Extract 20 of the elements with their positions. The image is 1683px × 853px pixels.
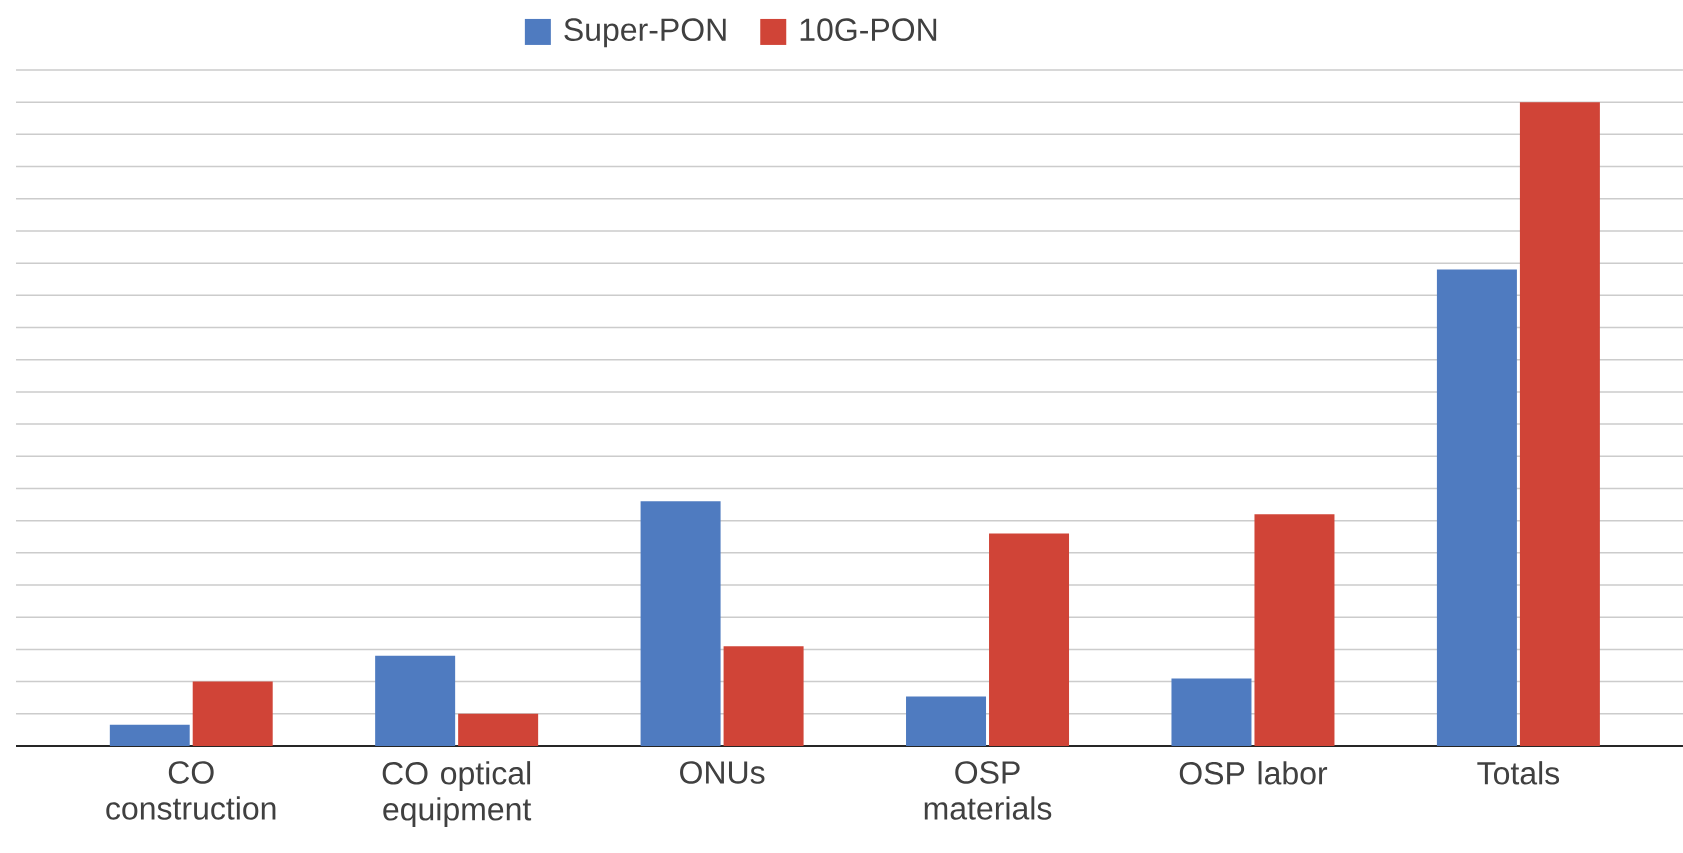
- legend-label: Super-PON: [564, 18, 726, 48]
- x-tick-label: CO construction: [106, 761, 276, 820]
- bar: [375, 655, 456, 746]
- legend-label: 10G-PON: [800, 18, 937, 42]
- bar: [1519, 102, 1600, 746]
- bar: [1436, 269, 1517, 746]
- bar: [458, 713, 539, 746]
- bar: [192, 681, 273, 746]
- bar: [640, 501, 721, 746]
- bar: [989, 533, 1070, 746]
- bar: [1171, 678, 1252, 746]
- x-tick-label: CO optical equipment: [382, 761, 532, 827]
- bar: [906, 696, 987, 746]
- x-tick-label: OSP labor: [1179, 761, 1328, 785]
- x-tick-label: OSP materials: [924, 761, 1052, 820]
- bar: [1254, 514, 1335, 746]
- x-tick-label: Totals: [1477, 761, 1560, 785]
- x-tick-label: ONUs: [680, 761, 765, 784]
- bar: [109, 724, 190, 746]
- bar: [723, 646, 804, 746]
